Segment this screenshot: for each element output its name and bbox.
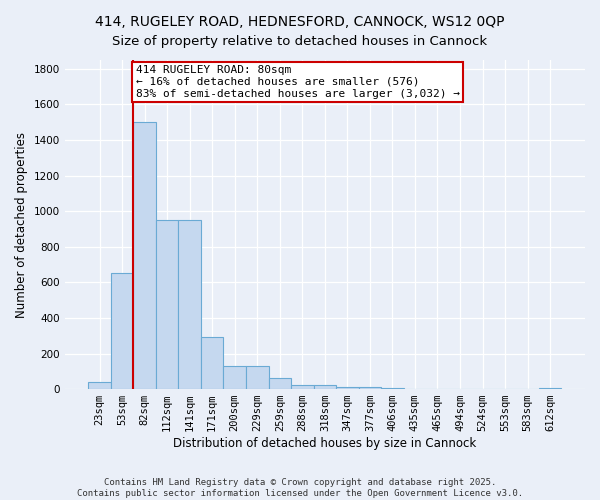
Text: 414, RUGELEY ROAD, HEDNESFORD, CANNOCK, WS12 0QP: 414, RUGELEY ROAD, HEDNESFORD, CANNOCK, … <box>95 15 505 29</box>
Bar <box>111 274 133 389</box>
Bar <box>178 220 201 389</box>
Text: Contains HM Land Registry data © Crown copyright and database right 2025.
Contai: Contains HM Land Registry data © Crown c… <box>77 478 523 498</box>
Bar <box>336 387 359 389</box>
Bar <box>269 378 291 389</box>
Bar <box>291 384 314 389</box>
Text: Size of property relative to detached houses in Cannock: Size of property relative to detached ho… <box>112 35 488 48</box>
Bar <box>314 384 336 389</box>
Bar <box>539 388 562 389</box>
Bar <box>359 387 381 389</box>
Bar <box>201 338 223 389</box>
X-axis label: Distribution of detached houses by size in Cannock: Distribution of detached houses by size … <box>173 437 476 450</box>
Bar <box>133 122 156 389</box>
Bar <box>246 366 269 389</box>
Bar <box>381 388 404 389</box>
Text: 414 RUGELEY ROAD: 80sqm
← 16% of detached houses are smaller (576)
83% of semi-d: 414 RUGELEY ROAD: 80sqm ← 16% of detache… <box>136 66 460 98</box>
Bar <box>156 220 178 389</box>
Bar <box>223 366 246 389</box>
Y-axis label: Number of detached properties: Number of detached properties <box>15 132 28 318</box>
Bar <box>88 382 111 389</box>
